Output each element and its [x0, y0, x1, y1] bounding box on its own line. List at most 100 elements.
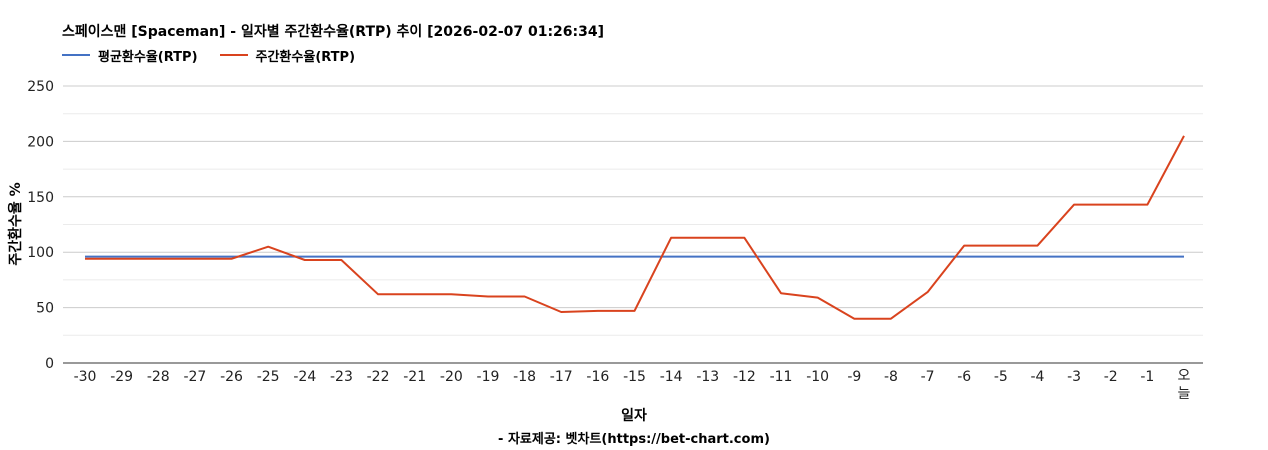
data-point[interactable] — [925, 254, 930, 259]
x-tick-label: -9 — [847, 369, 861, 385]
x-tick-label: -13 — [696, 369, 719, 385]
data-point[interactable] — [962, 243, 967, 248]
series-1 — [83, 133, 1187, 321]
data-point[interactable] — [962, 254, 967, 259]
data-point[interactable] — [888, 316, 893, 321]
x-tick-label: -30 — [74, 369, 97, 385]
x-tick-label: -28 — [147, 369, 170, 385]
source-credit: - 자료제공: 벳차트(https://bet-chart.com) — [498, 432, 770, 447]
data-point[interactable] — [119, 256, 124, 261]
x-tick-label: -15 — [623, 369, 646, 385]
x-tick-label: -8 — [884, 369, 898, 385]
series-layer — [83, 133, 1187, 321]
x-tick-label: -29 — [110, 369, 133, 385]
data-point[interactable] — [485, 254, 490, 259]
x-tick-label: -3 — [1067, 369, 1081, 385]
series-0 — [85, 254, 1187, 259]
y-tick-label: 250 — [27, 79, 54, 95]
data-point[interactable] — [559, 254, 564, 259]
x-tick-label: -27 — [183, 369, 206, 385]
data-point[interactable] — [595, 254, 600, 259]
data-point[interactable] — [192, 256, 197, 261]
x-tick-label: -11 — [770, 369, 793, 385]
data-point[interactable] — [449, 254, 454, 259]
data-point[interactable] — [1145, 202, 1150, 207]
data-point[interactable] — [1072, 202, 1077, 207]
data-point[interactable] — [1182, 254, 1187, 259]
data-point[interactable] — [1182, 133, 1187, 138]
legend-swatch-average — [62, 54, 90, 56]
x-tick-label: -19 — [477, 369, 500, 385]
data-point[interactable] — [705, 235, 710, 240]
y-tick-label: 150 — [27, 190, 54, 206]
data-point[interactable] — [229, 256, 234, 261]
data-point[interactable] — [595, 308, 600, 313]
data-point[interactable] — [376, 292, 381, 297]
data-point[interactable] — [925, 290, 930, 295]
data-point[interactable] — [376, 254, 381, 259]
x-tick-label: -18 — [513, 369, 536, 385]
data-point[interactable] — [522, 254, 527, 259]
data-point[interactable] — [559, 310, 564, 315]
data-point[interactable] — [742, 254, 747, 259]
data-point[interactable] — [522, 294, 527, 299]
x-tick-label: -22 — [367, 369, 390, 385]
x-tick-label: -17 — [550, 369, 573, 385]
y-tick-labels: 0 50 100 150 200 250 — [27, 79, 54, 372]
series-line-1[interactable] — [85, 135, 1185, 320]
x-tick-label: -12 — [733, 369, 756, 385]
data-point[interactable] — [669, 254, 674, 259]
x-tick-label: -4 — [1030, 369, 1044, 385]
data-point[interactable] — [852, 254, 857, 259]
data-point[interactable] — [779, 254, 784, 259]
x-tick-label: -25 — [257, 369, 280, 385]
legend: 평균환수율(RTP) 주간환수율(RTP) — [62, 46, 377, 65]
data-point[interactable] — [1035, 254, 1040, 259]
data-point[interactable] — [998, 243, 1003, 248]
data-point[interactable] — [302, 257, 307, 262]
data-point[interactable] — [156, 256, 161, 261]
data-point[interactable] — [815, 254, 820, 259]
x-tick-label: -14 — [660, 369, 683, 385]
data-point[interactable] — [1145, 254, 1150, 259]
data-point[interactable] — [742, 235, 747, 240]
legend-swatch-weekly — [219, 54, 248, 56]
data-point[interactable] — [449, 292, 454, 297]
data-point[interactable] — [1108, 202, 1113, 207]
y-axis-label: 주간환수율 % — [7, 182, 24, 265]
y-tick-label: 100 — [27, 245, 54, 261]
data-point[interactable] — [815, 295, 820, 300]
x-tick-label: -7 — [921, 369, 935, 385]
data-point[interactable] — [266, 244, 271, 249]
data-point[interactable] — [779, 291, 784, 296]
x-tick-labels: -30 -29 -28 -27 -26 -25 -24 -23 -22 -21 -20 -19 -18-… — [74, 368, 1191, 402]
data-point[interactable] — [485, 294, 490, 299]
data-point[interactable] — [632, 308, 637, 313]
x-tick-label: -2 — [1104, 369, 1118, 385]
data-point[interactable] — [339, 257, 344, 262]
data-point[interactable] — [412, 254, 417, 259]
x-tick-label: -16 — [586, 369, 609, 385]
data-point[interactable] — [1035, 243, 1040, 248]
data-point[interactable] — [1108, 254, 1113, 259]
data-point[interactable] — [1072, 254, 1077, 259]
legend-label-average: 평균환수율(RTP) — [98, 49, 198, 65]
legend-item-average[interactable]: 평균환수율(RTP) — [62, 46, 198, 65]
data-point[interactable] — [412, 292, 417, 297]
data-point[interactable] — [83, 256, 88, 261]
data-point[interactable] — [888, 254, 893, 259]
y-tick-label: 200 — [27, 134, 54, 150]
data-point[interactable] — [632, 254, 637, 259]
data-point[interactable] — [266, 254, 271, 259]
data-point[interactable] — [998, 254, 1003, 259]
x-tick-label: -1 — [1140, 369, 1154, 385]
data-point[interactable] — [705, 254, 710, 259]
x-axis-label: 일자 — [621, 408, 647, 424]
x-tick-label: -6 — [957, 369, 971, 385]
legend-item-weekly[interactable]: 주간환수율(RTP) — [219, 46, 355, 65]
grid-layer — [63, 85, 1203, 336]
data-point[interactable] — [669, 235, 674, 240]
data-point[interactable] — [852, 316, 857, 321]
